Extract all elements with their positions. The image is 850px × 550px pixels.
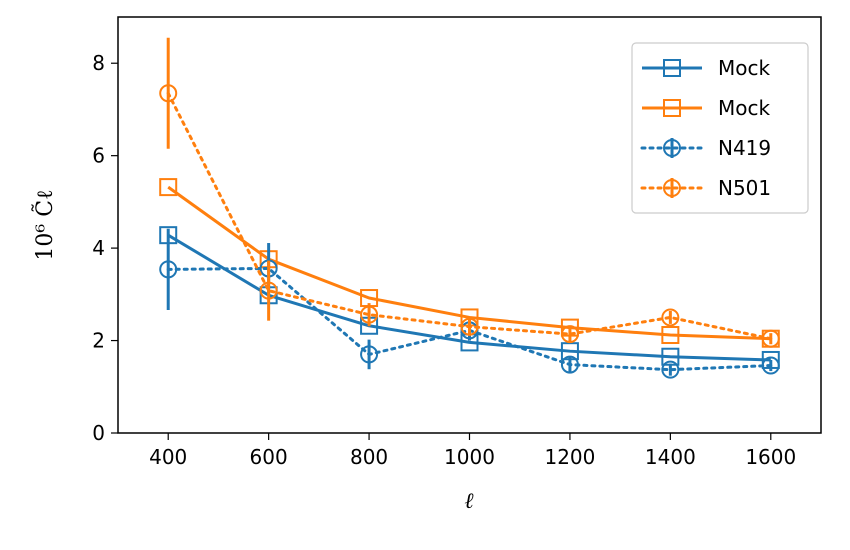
x-tick-label: 1400 [645, 445, 696, 469]
data-point [560, 355, 579, 374]
y-tick-label: 6 [92, 144, 105, 168]
y-tick-label: 4 [92, 236, 105, 260]
data-point [259, 281, 278, 300]
legend-label: N501 [718, 176, 771, 200]
legend-entry: Mock [642, 96, 770, 120]
legend-label: Mock [718, 56, 770, 80]
x-axis-label: ℓ [464, 489, 474, 514]
x-tick-label: 600 [250, 445, 288, 469]
legend-marker [663, 139, 681, 157]
series-n501-dotted [159, 37, 780, 348]
axis-ticks: 400 600 800 1000 1200 1400 1600 0 2 4 6 8 [92, 51, 796, 469]
data-point [661, 308, 680, 327]
data-point [761, 356, 780, 375]
data-point [560, 325, 579, 344]
x-tick-label: 1200 [544, 445, 595, 469]
series-n419-dotted [159, 228, 780, 379]
data-point [661, 326, 680, 345]
y-tick-label: 0 [92, 421, 105, 445]
x-tick-label: 400 [149, 445, 187, 469]
legend-marker [663, 179, 681, 197]
series-line [167, 233, 771, 362]
data-point [360, 345, 379, 364]
y-tick-label: 8 [92, 51, 105, 75]
legend-marker [663, 59, 681, 77]
data-point [159, 84, 178, 103]
data-point [159, 260, 178, 279]
data-point [360, 305, 379, 324]
plot-marks [159, 37, 780, 379]
legend: Mock Mock N419 N501 [631, 42, 809, 214]
legend-box [631, 42, 809, 214]
legend-entry: N501 [640, 176, 771, 200]
legend-entry: Mock [642, 56, 770, 80]
legend-label: N419 [718, 136, 771, 160]
x-tick-label: 800 [350, 445, 388, 469]
data-point [761, 329, 780, 348]
legend-label: Mock [718, 96, 770, 120]
y-tick-label: 2 [92, 329, 105, 353]
x-tick-label: 1000 [444, 445, 495, 469]
data-point [460, 317, 479, 336]
legend-entry: N419 [640, 136, 771, 160]
legend-marker [663, 99, 681, 117]
y-axis-label: 10⁶ C̃ℓ [32, 189, 58, 260]
data-point [661, 360, 680, 379]
data-point [159, 178, 178, 197]
x-tick-label: 1600 [745, 445, 796, 469]
